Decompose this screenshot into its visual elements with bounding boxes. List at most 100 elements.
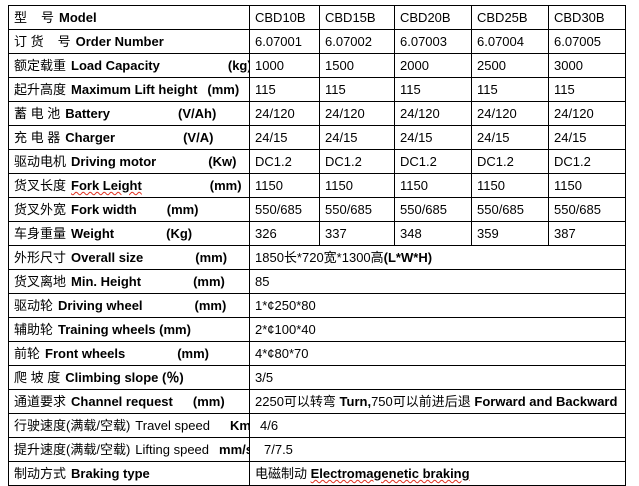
table-row: 外形尺寸 Overall size (mm) 1850长*720宽*1300高(L*W… — [8, 245, 626, 270]
row-value-merged: 2*¢100*40 — [249, 317, 626, 342]
row-label-unit: (V/A) — [183, 130, 214, 145]
row-value-cell: 24/120 — [249, 101, 320, 126]
row-label-unit: (mm) — [209, 178, 242, 193]
row-label-chinese: 爬 坡 度 — [14, 370, 61, 385]
row-label-english: Min. Height — [71, 274, 142, 289]
row-value-cell: 1000 — [249, 53, 320, 78]
row-label-cell: 辅助轮 Training wheels (mm) — [8, 317, 250, 342]
table-row: 订 货号 Order Number 6.07001 6.07002 6.07003 6.0… — [8, 29, 626, 54]
row-label-cell: 货叉长度 Fork Leight (mm) — [8, 173, 250, 198]
row-value-segment-1: Turn, — [339, 394, 372, 409]
row-value-cell: 115 — [249, 77, 320, 102]
row-value-cell: 24/15 — [548, 125, 626, 150]
row-value-merged: 4/6 — [249, 413, 626, 438]
row-value-cell: 6.07004 — [471, 29, 549, 54]
row-label-cell: 车身重量 Weight (Kg) — [8, 221, 250, 246]
row-value-cell: 115 — [319, 77, 395, 102]
row-value-cell: CBD30B — [548, 5, 626, 30]
row-label-english: Load Capacity — [71, 58, 160, 73]
row-label-english: Overall size — [71, 250, 144, 265]
row-value-cell: 3000 — [548, 53, 626, 78]
table-row: 型号 Model CBD10B CBD15B CBD20B CBD25B CBD30B — [8, 5, 626, 30]
row-value-segment-0: 3/5 — [255, 370, 274, 385]
row-value-merged: 2250可以转弯 Turn,750可以前进后退 Forward and Back… — [249, 389, 626, 414]
table-row: 行驶速度(满载/空载) Travel speed Km/h 4/6 — [8, 413, 626, 438]
table-row: 蓄 电 池 Battery (V/Ah) 24/120 24/120 24/120 24/1… — [8, 101, 626, 126]
row-value-cell: 359 — [471, 221, 549, 246]
row-value-cell: DC1.2 — [548, 149, 626, 174]
row-value-cell: CBD15B — [319, 5, 395, 30]
row-value-cell: 326 — [249, 221, 320, 246]
row-label-chinese: 通道要求 — [14, 394, 67, 409]
row-value-cell: 24/15 — [394, 125, 472, 150]
row-label-unit: mm/s — [219, 442, 248, 457]
row-value-cell: DC1.2 — [319, 149, 395, 174]
table-row: 充 电 器 Charger (V/A) 24/15 24/15 24/15 24/15 24/… — [8, 125, 626, 150]
table-body: 型号 Model CBD10B CBD15B CBD20B CBD25B CBD30B 订 货… — [8, 5, 626, 486]
row-label-cell: 外形尺寸 Overall size (mm) — [8, 245, 250, 270]
row-value-merged: 1850长*720宽*1300高(L*W*H) — [249, 245, 626, 270]
row-label-english: Channel request — [71, 394, 173, 409]
row-label-unit: (Kg) — [166, 226, 193, 241]
row-value-cell: 24/15 — [471, 125, 549, 150]
row-label-cell: 行驶速度(满载/空载) Travel speed Km/h — [8, 413, 250, 438]
row-value-cell: 24/15 — [319, 125, 395, 150]
row-label-chinese: 驱动电机 — [14, 154, 67, 169]
specification-table-container: 型号 Model CBD10B CBD15B CBD20B CBD25B CBD30B 订 货… — [8, 5, 626, 486]
row-label-cell: 额定载重 Load Capacity (kg) — [8, 53, 250, 78]
row-label-chinese-2: 号 — [57, 34, 71, 49]
row-label-english: Charger — [65, 130, 116, 145]
row-label-unit: (mm) — [195, 250, 228, 265]
row-value-cell: 337 — [319, 221, 395, 246]
row-label-unit: (mm) — [192, 394, 225, 409]
row-value-cell: DC1.2 — [249, 149, 320, 174]
row-value-cell: 550/685 — [548, 197, 626, 222]
row-label-english: Model — [59, 10, 97, 25]
row-label-chinese: 行驶速度(满载/空载) — [14, 418, 131, 433]
row-value-segment-1: Electromagenetic braking — [310, 466, 470, 481]
table-row: 起升高度 Maximum Lift height (mm) 115 115 115 115 1… — [8, 77, 626, 102]
row-value-cell: 6.07002 — [319, 29, 395, 54]
table-row: 提升速度(满载/空载) Lifting speed mm/s 7/7.5 — [8, 437, 626, 462]
row-label-chinese: 货叉外宽 — [14, 202, 67, 217]
table-row: 通道要求 Channel request (mm) 2250可以转弯 Turn,750… — [8, 389, 626, 414]
row-label-cell: 爬 坡 度 Climbing slope (％) — [8, 365, 250, 390]
row-value-cell: 1500 — [319, 53, 395, 78]
row-value-cell: 550/685 — [319, 197, 395, 222]
table-row: 货叉离地 Min. Height (mm) 85 — [8, 269, 626, 294]
row-label-chinese: 订 货 — [14, 34, 44, 49]
row-label-chinese: 货叉长度 — [14, 178, 67, 193]
row-label-english: Order Number — [75, 34, 164, 49]
row-label-chinese: 货叉离地 — [14, 274, 67, 289]
row-value-merged: 3/5 — [249, 365, 626, 390]
row-label-english: Training wheels (mm) — [58, 322, 191, 337]
row-label-unit: (V/Ah) — [178, 106, 217, 121]
row-value-segment-0: 4*¢80*70 — [255, 346, 309, 361]
row-label-english: Battery — [65, 106, 111, 121]
row-value-cell: 387 — [548, 221, 626, 246]
row-label-cell: 驱动轮 Driving wheel (mm) — [8, 293, 250, 318]
row-label-unit: (kg) — [227, 58, 250, 73]
row-value-segment-3: Forward and Backward — [474, 394, 618, 409]
row-label-chinese: 蓄 电 池 — [14, 106, 61, 121]
row-label-cell: 提升速度(满载/空载) Lifting speed mm/s — [8, 437, 250, 462]
row-value-cell: 550/685 — [249, 197, 320, 222]
row-label-cell: 型号 Model — [8, 5, 250, 30]
row-value-cell: 1150 — [471, 173, 549, 198]
row-value-cell: 24/120 — [471, 101, 549, 126]
row-label-english: Braking type — [71, 466, 150, 481]
row-value-segment-0: 1850长*720宽*1300高 — [255, 250, 384, 265]
row-label-english: Weight — [71, 226, 115, 241]
row-label-cell: 充 电 器 Charger (V/A) — [8, 125, 250, 150]
row-value-merged: 1*¢250*80 — [249, 293, 626, 318]
row-label-cell: 制动方式 Braking type — [8, 461, 250, 486]
table-row: 额定载重 Load Capacity (kg) 1000 1500 2000 2500 300… — [8, 53, 626, 78]
row-label-english: Front wheels — [45, 346, 126, 361]
table-row: 辅助轮 Training wheels (mm) 2*¢100*40 — [8, 317, 626, 342]
table-row: 货叉长度 Fork Leight (mm) 1150 1150 1150 1150 1150 — [8, 173, 626, 198]
row-value-merged: 电磁制动 Electromagenetic braking — [249, 461, 626, 486]
row-value-cell: 24/15 — [249, 125, 320, 150]
row-label-english: Lifting speed — [135, 442, 210, 457]
row-label-chinese: 充 电 器 — [14, 130, 61, 145]
row-label-unit: (mm) — [177, 346, 209, 361]
